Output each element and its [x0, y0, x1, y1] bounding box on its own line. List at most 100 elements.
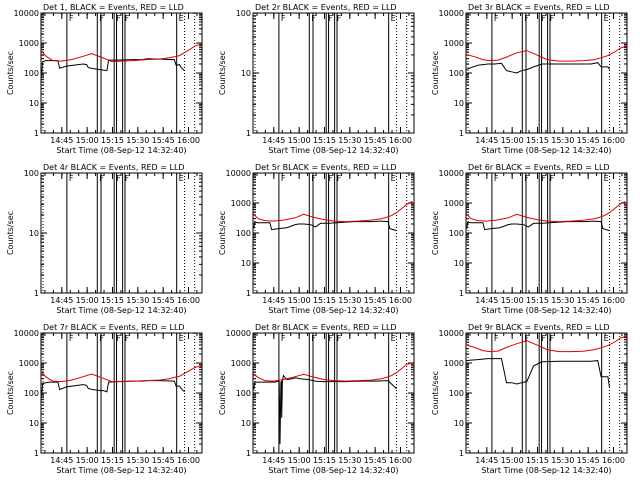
y-tick-label: 10	[29, 419, 39, 428]
x-tick-label: 15:00	[501, 296, 524, 305]
y-tick-label: 10000	[14, 329, 39, 338]
x-tick-label: 15:00	[76, 296, 99, 305]
x-tick-label: 15:00	[76, 456, 99, 465]
x-axis: 14:45 15:00 15:15 15:30 15:45 16:00	[256, 173, 412, 305]
flag-label: F	[116, 14, 121, 23]
flag-label: E	[604, 174, 609, 183]
flag-label: F	[281, 14, 286, 23]
y-axis-label: Counts/sec	[431, 51, 440, 95]
y-tick-label: 1	[246, 289, 251, 298]
y-tick-label: 1	[246, 129, 251, 138]
y-axis-label: Counts/sec	[218, 51, 227, 95]
flag-label: F	[116, 174, 121, 183]
y-tick-label: 10	[29, 99, 39, 108]
chart-title: Det 8r BLACK = Events, RED = LLD	[255, 323, 397, 332]
x-axis-label: Start Time (08-Sep-12 14:32:40)	[56, 466, 186, 475]
y-tick-label: 100	[24, 169, 39, 178]
y-tick-label: 10000	[439, 329, 464, 338]
chart-title: Det 6r BLACK = Events, RED = LLD	[468, 163, 610, 172]
series-lld-line	[466, 201, 627, 223]
flag-label: F	[69, 174, 74, 183]
flag-label: E	[179, 334, 184, 343]
flag-label: F	[125, 174, 130, 183]
flag-label: F	[125, 14, 130, 23]
y-axis-label: Counts/sec	[218, 211, 227, 255]
x-axis-label: Start Time (08-Sep-12 14:32:40)	[481, 466, 611, 475]
x-tick-label: 16:00	[602, 136, 625, 145]
y-axis: 1 10 100 1000 10000	[226, 329, 414, 458]
x-tick-label: 16:00	[177, 296, 200, 305]
x-axis: 14:45 15:00 15:15 15:30 15:45 16:00	[469, 333, 625, 465]
x-tick-label: 14:45	[50, 136, 73, 145]
x-tick-label: 15:45	[152, 456, 175, 465]
x-tick-label: 15:00	[288, 296, 311, 305]
x-tick-label: 15:45	[577, 456, 600, 465]
x-tick-label: 14:45	[262, 456, 285, 465]
y-tick-label: 1000	[231, 199, 251, 208]
flag-label: F	[550, 14, 555, 23]
y-tick-label: 10	[241, 69, 251, 78]
series-group	[253, 201, 414, 232]
x-tick-label: 14:45	[50, 296, 73, 305]
chart-title: Det 7r BLACK = Events, RED = LLD	[43, 323, 185, 332]
flag-label: F	[541, 14, 546, 23]
y-tick-label: 1	[34, 129, 39, 138]
flag-label: F	[311, 14, 316, 23]
flag-label: F	[69, 334, 74, 343]
x-axis: 14:45 15:00 15:15 15:30 15:45 16:00	[256, 13, 412, 145]
x-tick-label: 14:45	[262, 136, 285, 145]
x-axis: 14:45 15:00 15:15 15:30 15:45 16:00	[256, 333, 412, 465]
x-tick-label: 15:15	[526, 296, 549, 305]
x-tick-label: 15:30	[126, 456, 149, 465]
x-tick-label: 15:30	[126, 296, 149, 305]
x-tick-label: 16:00	[389, 456, 412, 465]
y-axis: 1 10 100	[24, 169, 202, 298]
x-tick-label: 15:30	[551, 136, 574, 145]
x-axis: 14:45 15:00 15:15 15:30 15:45 16:00	[469, 13, 625, 145]
y-tick-label: 10	[241, 419, 251, 428]
y-tick-label: 100	[236, 9, 251, 18]
flag-label: F	[494, 14, 499, 23]
x-tick-label: 15:00	[501, 456, 524, 465]
x-tick-label: 15:15	[526, 456, 549, 465]
series-lld-line	[253, 362, 414, 382]
series-events-line	[253, 220, 397, 232]
flag-label: F	[524, 174, 529, 183]
y-tick-label: 1000	[231, 359, 251, 368]
flag-label: E	[179, 14, 184, 23]
y-axis-label: Counts/sec	[431, 371, 440, 415]
y-tick-label: 1	[34, 289, 39, 298]
flag-label: E	[391, 174, 396, 183]
x-axis: 14:45 15:00 15:15 15:30 15:45 16:00	[44, 173, 200, 305]
flag-label: F	[494, 334, 499, 343]
y-tick-label: 10000	[226, 329, 251, 338]
y-tick-label: 10	[241, 259, 251, 268]
x-axis-label: Start Time (08-Sep-12 14:32:40)	[56, 306, 186, 315]
chart-title: Det 3r BLACK = Events, RED = LLD	[468, 3, 610, 12]
series-group	[41, 365, 202, 394]
series-events-line	[466, 62, 610, 74]
y-axis-label: Counts/sec	[6, 371, 15, 415]
y-tick-label: 1	[34, 449, 39, 458]
series-lld-line	[466, 45, 627, 62]
series-lld-line	[466, 335, 627, 353]
x-tick-label: 16:00	[177, 136, 200, 145]
y-tick-label: 10	[454, 259, 464, 268]
flag-label: F	[524, 14, 529, 23]
series-group	[41, 43, 202, 74]
x-tick-label: 15:45	[577, 136, 600, 145]
y-tick-label: 100	[24, 69, 39, 78]
x-axis: 14:45 15:00 15:15 15:30 15:45 16:00	[44, 13, 200, 145]
x-axis-label: Start Time (08-Sep-12 14:32:40)	[481, 146, 611, 155]
y-tick-label: 1	[246, 449, 251, 458]
